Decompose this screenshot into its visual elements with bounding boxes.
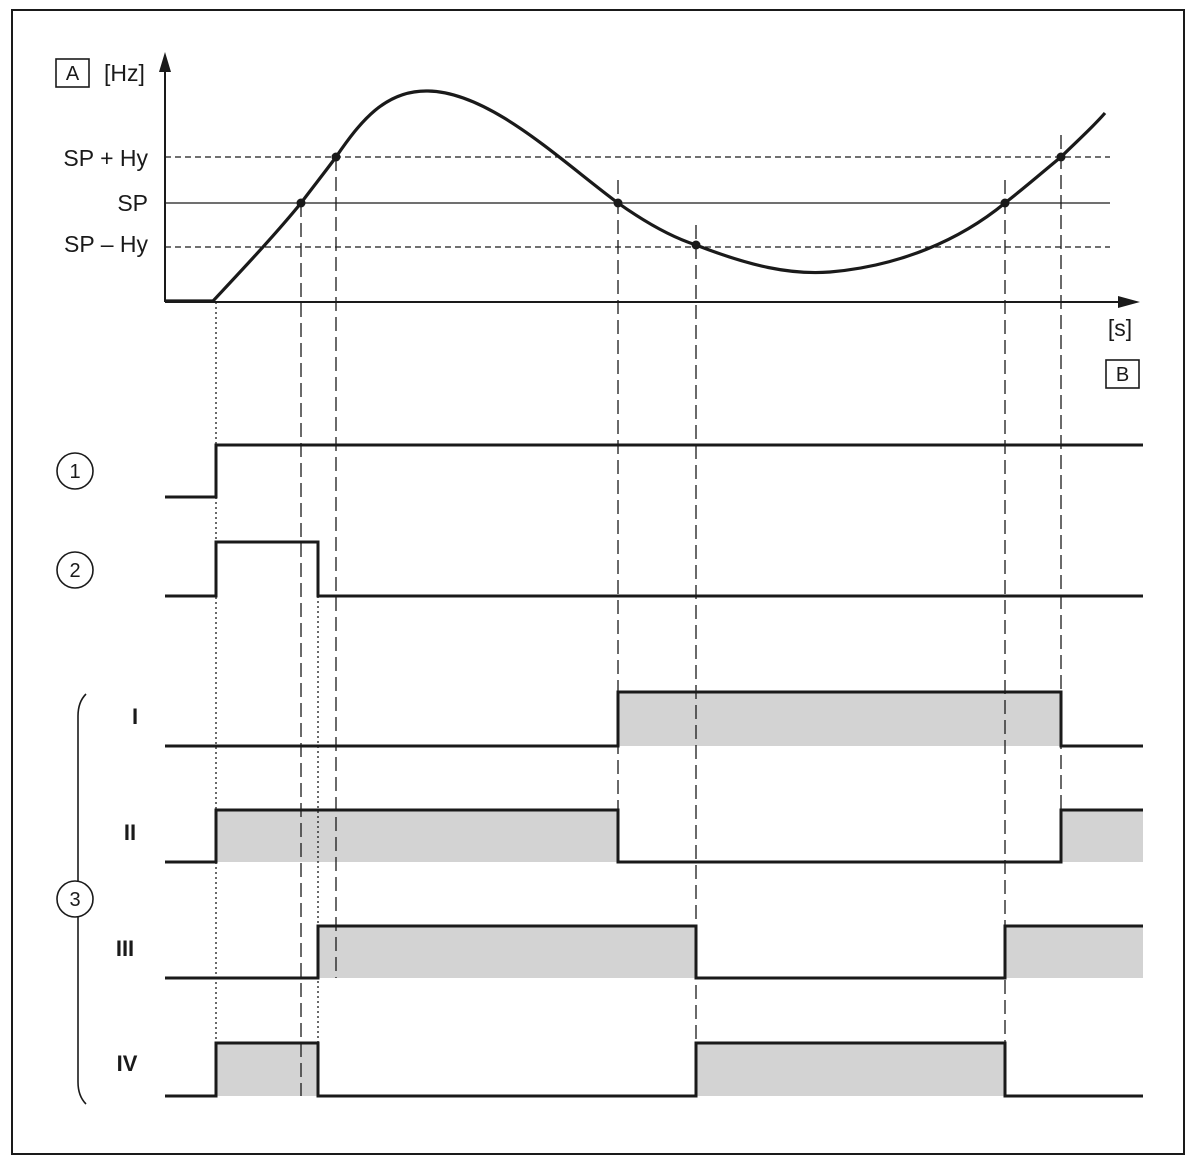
output-fills	[216, 692, 1143, 1096]
sp-label: SP	[117, 190, 148, 216]
signal-1-marker	[56, 452, 94, 490]
waveforms	[165, 443, 1143, 1098]
output-iv-fill	[216, 1043, 318, 1096]
y-axis-unit: [Hz]	[104, 60, 145, 86]
output-i-fill	[618, 692, 1061, 746]
signal-2-label: 2	[69, 560, 80, 582]
diagram-frame	[11, 9, 1185, 1155]
box-a-label: A	[66, 63, 80, 85]
output-ii-waveform	[165, 808, 1143, 864]
signal-2-marker	[56, 551, 94, 589]
output-ii-fill	[216, 810, 618, 862]
output-i-waveform	[165, 690, 1143, 748]
signal-3-label: 3	[69, 889, 80, 911]
signal-3-marker	[56, 880, 94, 918]
output-iii-fill	[318, 926, 696, 978]
frequency-curve	[165, 89, 1107, 303]
box-b-label: B	[1116, 364, 1129, 386]
signal-1-label: 1	[69, 461, 80, 483]
x-axis-unit: [s]	[1108, 315, 1132, 341]
y-axis-arrow	[159, 52, 171, 72]
output-iv-fill	[696, 1043, 1005, 1096]
output-i-label: I	[132, 704, 138, 729]
output-iii-label: III	[116, 936, 134, 961]
frequency-graph: A [Hz] SP + Hy SP SP – Hy [s] B	[55, 52, 1140, 389]
output-iv-label: IV	[117, 1051, 138, 1076]
sp-plus-hy-label: SP + Hy	[63, 145, 148, 171]
signal-labels: 1 2 3 I II III IV	[56, 452, 138, 1105]
output-iii-waveform	[165, 924, 1143, 980]
box-b	[1105, 359, 1140, 389]
output-iii-fill	[1005, 926, 1143, 978]
x-axis-arrow	[1118, 296, 1140, 308]
signal-2-waveform	[165, 540, 1143, 598]
output-iv-waveform	[165, 1041, 1143, 1098]
output-ii-fill	[1061, 810, 1143, 862]
box-a	[55, 58, 90, 88]
sp-minus-hy-label: SP – Hy	[64, 231, 148, 257]
output-ii-label: II	[124, 820, 136, 845]
signal-1-waveform	[165, 443, 1143, 499]
